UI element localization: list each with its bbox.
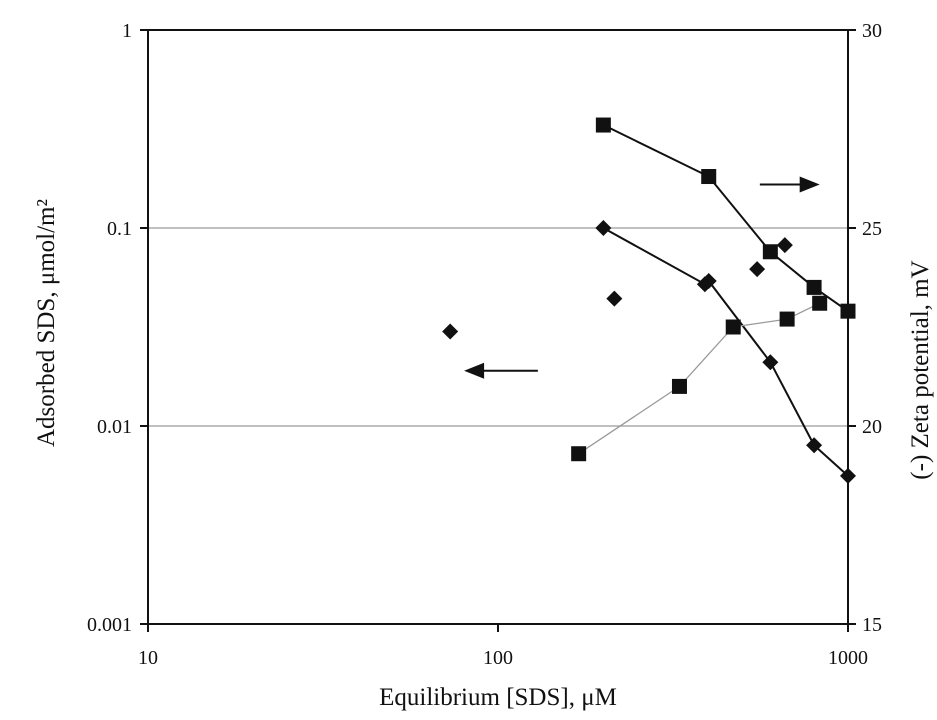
y-right-axis-title: (-) Zeta potential, mV (907, 260, 934, 479)
series-2-point-1 (671, 378, 687, 394)
series-markers (442, 117, 856, 484)
series-1-point-4 (806, 437, 823, 454)
series-2-point-0 (571, 446, 587, 462)
annotation-arrows (464, 176, 820, 379)
y-right-tick-label-3: 30 (862, 20, 882, 42)
x-tick-label-1: 100 (483, 647, 513, 669)
series-1-point-3 (762, 354, 779, 371)
series-3-point-3 (776, 237, 793, 254)
tick-labels: 0.001 0.01 0.1 1 15 20 25 30 10 100 1000 (87, 20, 882, 669)
y-right-tick-label-1: 20 (862, 416, 882, 438)
y-left-tick-label-3: 1 (122, 20, 132, 42)
series-1-point-2 (700, 272, 717, 289)
y-right-tick-label-2: 25 (862, 218, 882, 240)
series-3-point-2 (749, 261, 766, 278)
y-left-tick-label-1: 0.01 (97, 416, 132, 438)
series-0-point-0 (595, 117, 611, 133)
y-left-tick-label-2: 0.1 (107, 218, 132, 240)
x-tick-label-0: 10 (138, 647, 158, 669)
series-2-point-2 (725, 319, 741, 335)
arrow-head (464, 362, 485, 379)
x-tick-label-2: 1000 (828, 647, 868, 669)
series-1-line (602, 227, 849, 477)
y-right-tick-label-0: 15 (862, 614, 882, 636)
series-2-point-4 (812, 295, 828, 311)
y-left-tick-label-0: 0.001 (87, 614, 132, 636)
arrow-head (799, 176, 820, 193)
series-3-point-1 (606, 290, 623, 307)
grid-lines (148, 227, 848, 427)
series-0-point-1 (701, 169, 717, 185)
arrow-right-icon (759, 176, 820, 193)
x-axis-title: Equilibrium [SDS], μM (379, 684, 617, 711)
series-2-point-3 (779, 311, 795, 327)
series-1-point-0 (595, 220, 612, 236)
y-left-axis-title: Adsorbed SDS, μmol/m² (33, 199, 60, 447)
series-0-point-2 (762, 244, 778, 260)
series-0-point-3 (806, 279, 822, 295)
axes (140, 29, 856, 632)
series-3-point-0 (442, 323, 459, 340)
arrow-left-icon (464, 362, 538, 379)
